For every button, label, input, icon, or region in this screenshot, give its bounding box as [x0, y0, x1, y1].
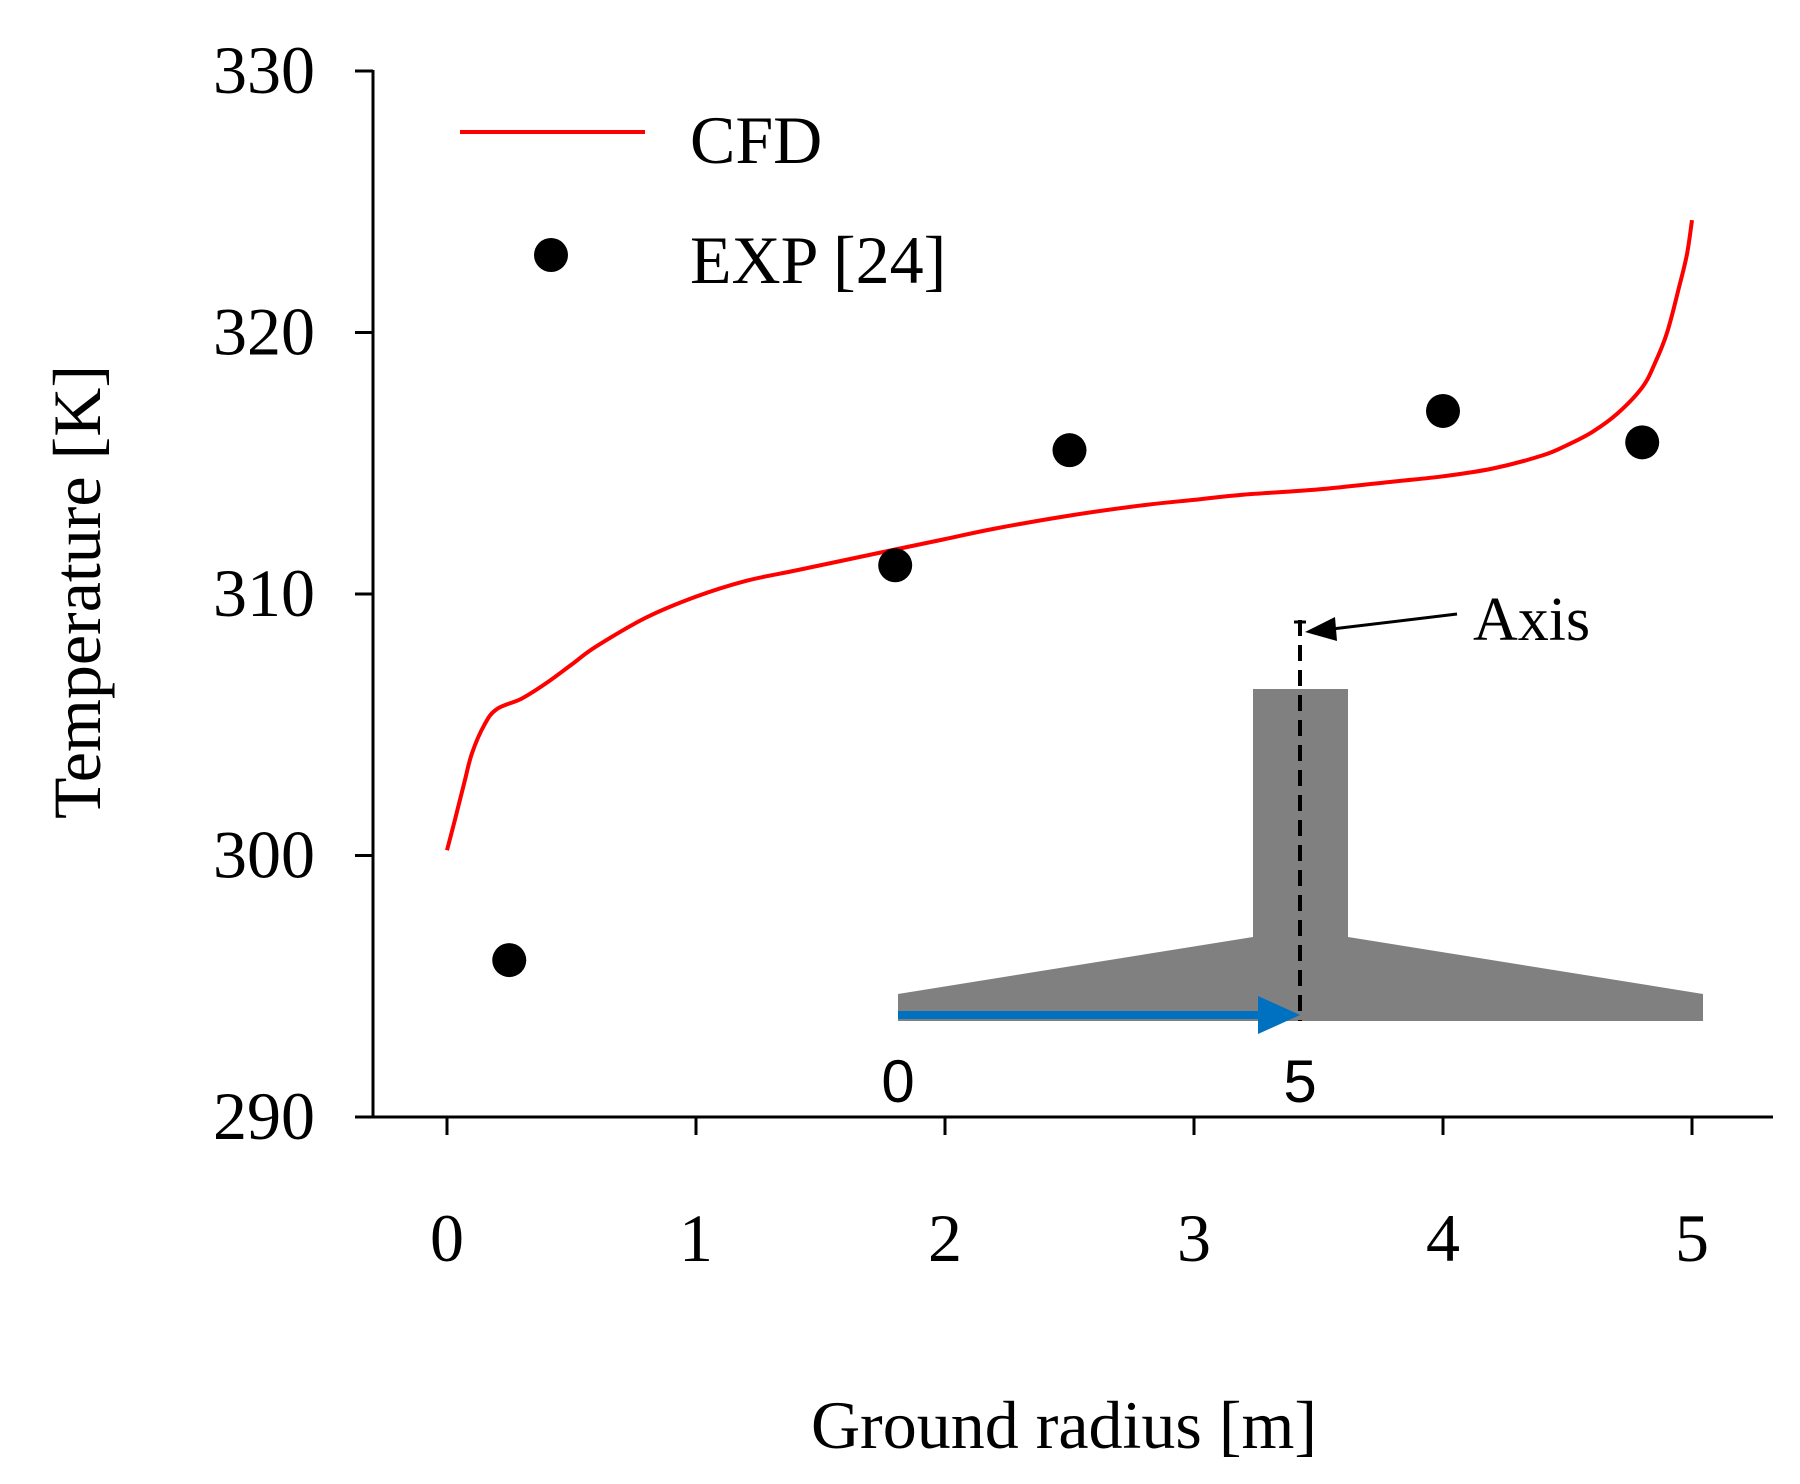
inset-radius-arrowhead: [1258, 996, 1300, 1034]
inset-start-label: 0: [881, 1048, 914, 1115]
exp-data-point: [878, 548, 913, 583]
x-tick-label: 0: [430, 1200, 464, 1276]
exp-data-point: [1052, 433, 1087, 468]
inset-schematic: Axis 0 5: [881, 586, 1703, 1115]
y-tick-label: 310: [213, 555, 315, 631]
cfd-series-line: [445, 219, 1694, 851]
exp-data-point: [1625, 425, 1660, 460]
inset-axis-pointer-arrowhead: [1305, 617, 1337, 641]
x-axis-label: Ground radius [m]: [811, 1387, 1317, 1463]
exp-data-point: [1426, 393, 1460, 428]
x-tick-label: 3: [1177, 1200, 1211, 1276]
y-axis-ticks: 290 300 310 320 330: [213, 32, 373, 1154]
legend-exp-swatch: [534, 238, 568, 272]
x-axis-ticks: 0 1 2 3 4 5: [430, 1117, 1709, 1276]
x-tick-label: 1: [679, 1200, 713, 1276]
legend: CFD EXP [24]: [460, 102, 946, 298]
y-axis-label: Temperature [K]: [39, 365, 115, 819]
x-tick-label: 2: [928, 1200, 962, 1276]
inset-axis-pointer-line: [1331, 612, 1458, 631]
y-tick-label: 290: [213, 1078, 315, 1154]
y-tick-label: 320: [213, 294, 315, 370]
exp-series-points: [492, 393, 1660, 978]
legend-cfd-label: CFD: [690, 102, 822, 178]
inset-axis-label: Axis: [1473, 586, 1590, 654]
inset-end-label: 5: [1283, 1048, 1316, 1115]
y-tick-label: 300: [213, 817, 315, 893]
exp-data-point: [492, 943, 527, 978]
x-tick-label: 4: [1426, 1200, 1460, 1276]
y-tick-label: 330: [213, 32, 315, 108]
x-tick-label: 5: [1675, 1200, 1709, 1276]
legend-exp-label: EXP [24]: [690, 222, 946, 298]
